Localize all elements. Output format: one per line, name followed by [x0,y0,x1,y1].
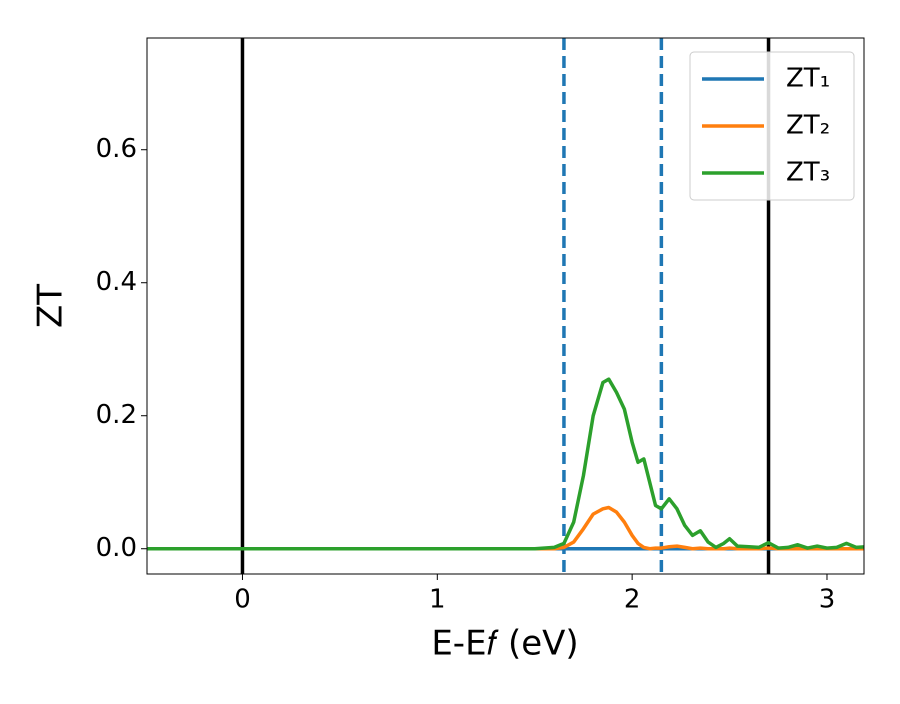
y-tick-label: 0.0 [96,533,137,563]
plot-frame [146,37,865,575]
legend-label: ZT₁ [786,64,830,94]
x-tick-label: 1 [429,585,446,615]
series-line [147,505,864,551]
legend-label: ZT₃ [786,158,830,188]
x-tick-label: 0 [234,585,251,615]
x-tick-label: 3 [819,585,836,615]
y-tick-label: 0.6 [96,134,137,164]
legend-box [689,51,855,201]
plot-area [147,38,864,574]
legend-label: ZT₂ [786,111,830,141]
y-tick-label: 0.4 [96,267,137,297]
x-tick-label: 2 [624,585,641,615]
y-tick-label: 0.2 [96,400,137,430]
x-axis-label: E-E𝑓 (eV) [431,624,578,664]
y-axis-label: ZT [31,284,71,328]
series-line [147,377,864,551]
